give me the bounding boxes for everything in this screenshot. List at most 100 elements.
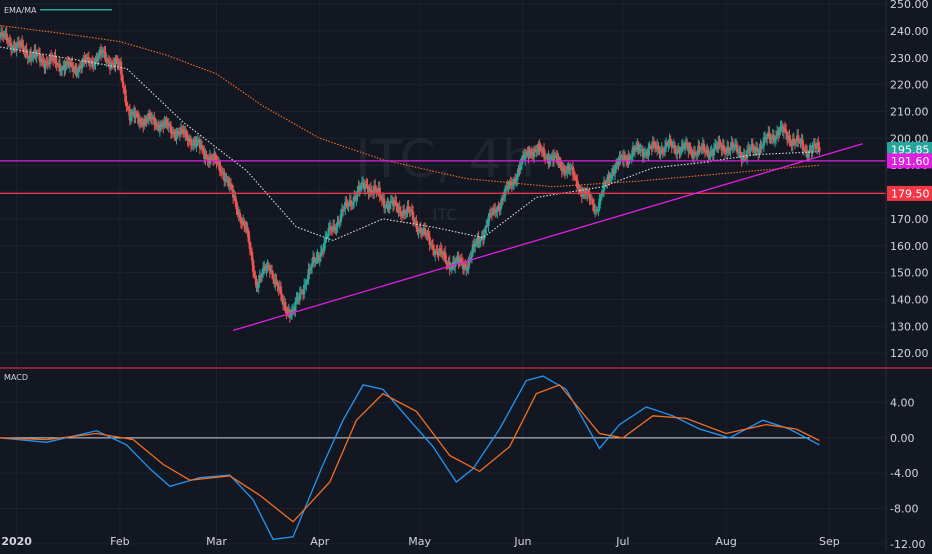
candle-body bbox=[657, 145, 660, 150]
candle-body bbox=[303, 284, 306, 295]
candle-body bbox=[50, 58, 54, 60]
macd-axis-label[interactable]: -12.00 bbox=[890, 538, 925, 551]
candle-body bbox=[751, 144, 754, 147]
candle-body bbox=[548, 159, 551, 164]
candle-body bbox=[189, 138, 193, 146]
candle-body bbox=[623, 155, 627, 158]
price-axis-label[interactable]: 220.00 bbox=[890, 79, 929, 92]
time-axis-label[interactable]: Feb bbox=[110, 535, 129, 548]
candle-body bbox=[728, 150, 731, 152]
candle-body bbox=[667, 144, 670, 146]
macd-axis-label[interactable]: 0.00 bbox=[890, 432, 915, 445]
price-axis[interactable]: 250.00240.00230.00220.00210.00200.00190.… bbox=[890, 0, 929, 360]
candle-body bbox=[727, 146, 730, 151]
price-axis-label[interactable]: 120.00 bbox=[890, 347, 929, 360]
candle-body bbox=[536, 150, 539, 152]
candle-body bbox=[42, 60, 45, 64]
candle-body bbox=[69, 62, 73, 63]
candle-body bbox=[631, 147, 635, 157]
candle-body bbox=[431, 245, 435, 250]
price-axis-label[interactable]: 210.00 bbox=[890, 105, 929, 118]
time-axis-label[interactable]: 2020 bbox=[1, 535, 32, 548]
candle-body bbox=[615, 164, 618, 169]
candle-body bbox=[173, 131, 176, 135]
candle-body bbox=[115, 58, 118, 62]
candle-body bbox=[52, 59, 55, 61]
price-axis-label[interactable]: 150.00 bbox=[890, 267, 929, 280]
price-axis-label[interactable]: 240.00 bbox=[890, 25, 929, 38]
candle-body bbox=[818, 147, 821, 152]
candle-body bbox=[581, 192, 585, 197]
candle-body bbox=[271, 273, 275, 279]
price-axis-label[interactable]: 250.00 bbox=[890, 0, 929, 11]
trendline-group[interactable] bbox=[232, 143, 863, 332]
macd-axis-label[interactable]: -8.00 bbox=[890, 503, 918, 516]
candle-body bbox=[339, 214, 343, 222]
candle-body bbox=[473, 244, 477, 247]
candle-body bbox=[66, 61, 69, 63]
candle-body bbox=[140, 121, 144, 125]
time-axis[interactable]: 2020 Feb Mar Apr May Jun Jul Aug Sep bbox=[1, 535, 839, 548]
time-axis-label[interactable]: Jul bbox=[615, 535, 629, 548]
candle-body bbox=[276, 282, 279, 287]
time-axis-label[interactable]: Aug bbox=[715, 535, 736, 548]
time-axis-label[interactable]: Mar bbox=[206, 535, 227, 548]
candle-body bbox=[659, 152, 662, 154]
candle-body bbox=[130, 112, 134, 116]
time-axis-label[interactable]: May bbox=[408, 535, 431, 548]
candle-body bbox=[224, 179, 227, 181]
candle-body bbox=[107, 60, 111, 63]
candle-body bbox=[434, 250, 437, 255]
time-axis-label[interactable]: Jun bbox=[513, 535, 531, 548]
candle-body bbox=[627, 156, 630, 164]
candle-body bbox=[395, 202, 398, 207]
candle-body bbox=[427, 233, 430, 237]
candle-body bbox=[49, 55, 53, 59]
candle-body bbox=[374, 185, 377, 190]
candle-body bbox=[583, 190, 587, 195]
candle-body bbox=[359, 185, 363, 191]
candle-body bbox=[298, 292, 301, 301]
candle-body bbox=[146, 119, 149, 122]
candle-body bbox=[430, 244, 434, 246]
candle-body bbox=[230, 184, 234, 191]
candle-body bbox=[559, 162, 562, 168]
macd-legend-label[interactable]: MACD bbox=[4, 373, 28, 382]
candle-body bbox=[483, 227, 487, 234]
ema-ma-legend-label[interactable]: EMA/MA bbox=[4, 6, 37, 15]
candle-body bbox=[808, 150, 811, 153]
candle-body bbox=[762, 137, 766, 146]
candle-body bbox=[94, 57, 97, 64]
macd-line bbox=[0, 375, 820, 541]
price-axis-label[interactable]: 140.00 bbox=[890, 294, 929, 307]
price-axis-label[interactable]: 130.00 bbox=[890, 320, 929, 333]
candle-body bbox=[249, 248, 253, 252]
candle-body bbox=[329, 226, 333, 230]
candle-body bbox=[507, 186, 510, 189]
candle-body bbox=[661, 148, 665, 152]
price-axis-label[interactable]: 160.00 bbox=[890, 240, 929, 253]
macd-axis-label[interactable]: -4.00 bbox=[890, 467, 918, 480]
time-axis-label[interactable]: Apr bbox=[310, 535, 330, 548]
candle-body bbox=[366, 184, 369, 189]
support-levels[interactable] bbox=[0, 160, 886, 195]
candle-body bbox=[676, 151, 679, 154]
ascending-trendline[interactable] bbox=[232, 143, 863, 332]
macd-axis-label[interactable]: 4.00 bbox=[890, 397, 915, 410]
price-axis-label[interactable]: 170.00 bbox=[890, 213, 929, 226]
candle-body bbox=[86, 56, 89, 58]
candle-body bbox=[525, 151, 528, 154]
candle-body bbox=[375, 189, 378, 191]
price-axis-label[interactable]: 230.00 bbox=[890, 52, 929, 65]
candle-body bbox=[305, 282, 308, 285]
time-axis-label[interactable]: Sep bbox=[819, 535, 840, 548]
candle-body bbox=[653, 143, 657, 147]
candle-body bbox=[774, 135, 778, 140]
candle-body bbox=[209, 155, 213, 159]
candle-body bbox=[647, 149, 650, 157]
candle-body bbox=[459, 258, 462, 260]
candle-body bbox=[45, 61, 48, 63]
macd-axis[interactable]: 4.00 0.00 -4.00 -8.00 -12.00 bbox=[890, 397, 925, 551]
